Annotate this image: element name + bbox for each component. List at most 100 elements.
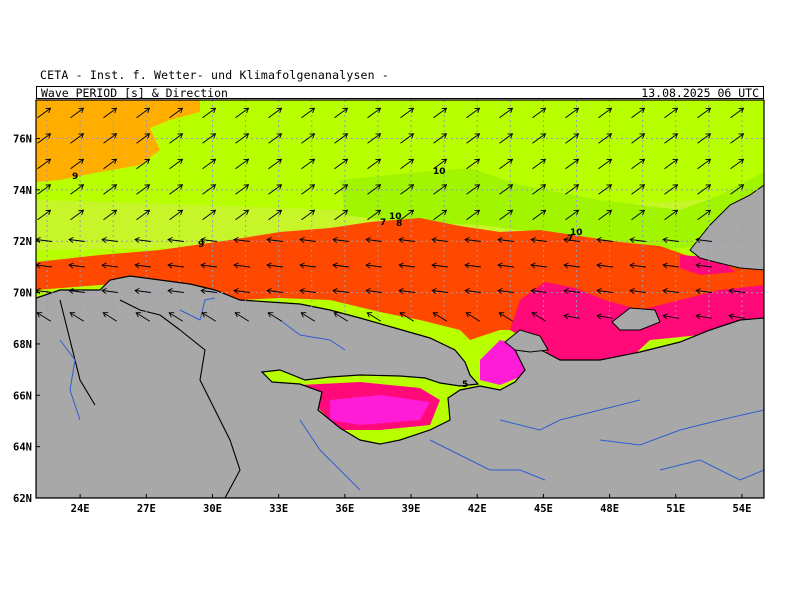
direction-arrow — [499, 107, 514, 119]
institute-title: CETA - Inst. f. Wetter- und Klimafolgena… — [40, 68, 390, 82]
direction-arrow — [565, 158, 580, 170]
direction-arrow — [398, 236, 415, 244]
direction-arrow — [631, 107, 646, 119]
direction-arrow — [334, 209, 349, 221]
direction-arrow — [136, 107, 151, 119]
lat-tick-label: 62N — [13, 493, 32, 505]
direction-arrow — [365, 236, 382, 244]
lon-tick-label: 42E — [468, 503, 487, 515]
direction-arrow — [68, 236, 85, 244]
mainland-land — [36, 275, 764, 498]
contour-label: 7 — [567, 234, 573, 244]
direction-arrow — [499, 133, 514, 144]
direction-arrow — [400, 184, 415, 195]
direction-arrow — [134, 287, 151, 295]
contour-label: 10 — [570, 228, 583, 238]
direction-arrow — [233, 236, 250, 244]
lon-tick-label: 45E — [534, 503, 553, 515]
direction-arrow — [103, 107, 118, 119]
direction-arrow — [234, 312, 250, 322]
direction-arrow — [466, 209, 481, 221]
lat-tick-label: 72N — [13, 236, 32, 248]
direction-arrow — [233, 262, 250, 269]
direction-arrow — [233, 287, 250, 295]
direction-arrow — [169, 184, 184, 195]
direction-arrow — [530, 287, 547, 295]
direction-arrow — [37, 107, 52, 119]
lon-tick-label: 39E — [402, 503, 421, 515]
direction-arrow — [70, 158, 85, 170]
direction-arrow — [399, 312, 415, 322]
direction-arrow — [37, 209, 52, 221]
direction-arrow — [365, 287, 382, 295]
direction-arrow — [532, 209, 547, 221]
direction-arrow — [695, 313, 712, 320]
direction-arrow — [664, 107, 679, 119]
direction-arrow — [334, 184, 349, 195]
contour-label: 7 — [380, 218, 386, 228]
lon-tick-label: 51E — [666, 503, 685, 515]
direction-arrow — [367, 107, 382, 119]
direction-arrow — [532, 107, 547, 119]
direction-arrow — [167, 287, 184, 295]
direction-arrow — [596, 236, 613, 244]
direction-arrow — [596, 287, 613, 295]
direction-arrow — [664, 158, 679, 170]
direction-arrow — [563, 262, 580, 269]
direction-arrow — [334, 107, 349, 119]
direction-arrow — [464, 262, 481, 269]
direction-arrow — [235, 107, 250, 119]
period-field-8-9 — [36, 100, 200, 182]
direction-arrow — [301, 158, 316, 170]
direction-arrow — [268, 184, 283, 195]
direction-arrow — [598, 184, 613, 195]
direction-arrow — [563, 313, 580, 320]
border-finland-russia — [179, 329, 241, 498]
lat-tick-label: 68N — [13, 339, 32, 351]
direction-arrow — [631, 133, 646, 144]
direction-arrow — [464, 287, 481, 295]
lat-tick-label: 64N — [13, 442, 32, 454]
direction-arrow — [499, 184, 514, 195]
direction-arrow — [202, 158, 217, 170]
direction-arrow — [400, 133, 415, 144]
direction-arrow — [70, 107, 85, 119]
direction-arrow — [728, 287, 745, 295]
direction-arrow — [728, 313, 745, 320]
direction-arrow — [367, 133, 382, 144]
direction-arrow — [299, 236, 316, 244]
direction-arrow — [136, 209, 151, 221]
contour-label: 5 — [462, 380, 468, 390]
direction-arrow — [730, 158, 745, 170]
direction-arrow — [664, 133, 679, 144]
direction-arrow — [68, 262, 85, 269]
direction-arrow — [266, 236, 283, 244]
direction-arrow — [433, 107, 448, 119]
contour-label: 9 — [198, 240, 204, 250]
direction-arrow — [431, 236, 448, 244]
direction-arrow — [400, 209, 415, 221]
direction-arrow — [136, 158, 151, 170]
direction-arrow — [169, 133, 184, 144]
direction-arrow — [333, 312, 349, 322]
direction-arrow — [202, 133, 217, 144]
direction-arrow — [332, 262, 349, 269]
direction-arrow — [334, 133, 349, 144]
direction-arrow — [365, 262, 382, 269]
direction-arrow — [169, 158, 184, 170]
direction-arrow — [466, 107, 481, 119]
rivers — [59, 297, 764, 491]
land-masses — [36, 184, 764, 498]
direction-arrow — [596, 262, 613, 269]
direction-arrow — [433, 209, 448, 221]
direction-arrow — [664, 184, 679, 195]
direction-arrow — [433, 184, 448, 195]
direction-arrow — [697, 158, 712, 170]
contour-label: 10 — [389, 212, 402, 222]
direction-arrow — [629, 287, 646, 295]
direction-arrow — [466, 158, 481, 170]
direction-arrow — [332, 287, 349, 295]
direction-arrow — [499, 209, 514, 221]
direction-arrow — [235, 209, 250, 221]
